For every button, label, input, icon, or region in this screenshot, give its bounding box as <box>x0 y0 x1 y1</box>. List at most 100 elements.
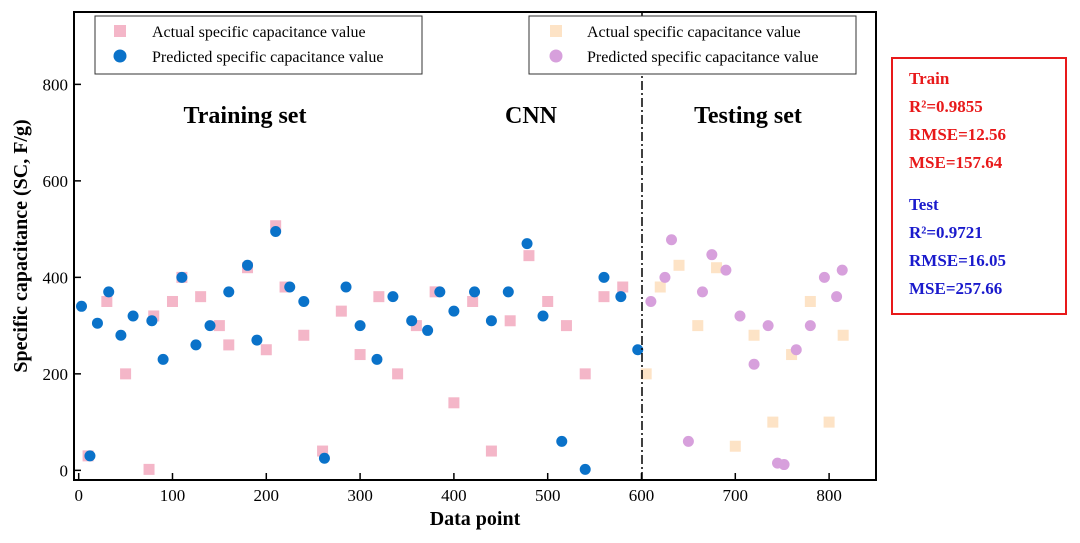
x-tick-label: 200 <box>254 486 280 505</box>
train-actual-point <box>260 344 272 356</box>
test-r2: R²=0.9721 <box>909 223 983 242</box>
train-predicted-point <box>103 286 115 298</box>
y-tick-label: 400 <box>43 268 69 287</box>
legend-train-predicted-label: Predicted specific capacitance value <box>152 49 383 66</box>
train-actual-point <box>223 339 235 351</box>
test-predicted-point <box>790 344 802 356</box>
test-predicted-point <box>706 249 718 261</box>
train-predicted-point <box>176 271 188 283</box>
train-predicted-point <box>632 344 644 356</box>
y-tick-label: 800 <box>43 75 69 94</box>
train-rmse: RMSE=12.56 <box>909 125 1007 144</box>
test-actual-point <box>711 262 723 274</box>
test-predicted-point <box>748 358 760 370</box>
train-actual-point <box>270 220 282 232</box>
test-predicted-point <box>836 264 848 276</box>
test-predicted-point <box>778 459 790 471</box>
test-predicted-point <box>818 271 830 283</box>
train-predicted-point <box>115 329 127 341</box>
train-actual-point <box>213 320 225 332</box>
train-actual-point <box>317 445 329 457</box>
plot-frame <box>73 11 877 481</box>
test-mse: MSE=257.66 <box>909 279 1003 298</box>
test-actual-point <box>654 281 666 293</box>
train-predicted-point <box>354 320 366 332</box>
train-actual-point <box>467 295 479 307</box>
train-predicted-point <box>251 334 263 346</box>
train-predicted-point <box>422 324 434 336</box>
x-tick-label: 400 <box>441 486 467 505</box>
train-r2: R²=0.9855 <box>909 97 983 116</box>
x-tick-label: 100 <box>160 486 186 505</box>
legend-train-actual-marker <box>114 25 126 37</box>
test-actual-point <box>748 329 760 341</box>
legend-train: Actual specific capacitance value Predic… <box>94 15 423 75</box>
test-predicted-point <box>804 320 816 332</box>
train-predicted-point <box>387 291 399 303</box>
train-predicted-point <box>146 315 158 327</box>
train-predicted-point <box>406 315 418 327</box>
train-actual-point <box>120 368 132 380</box>
annotation-cnn: CNN <box>505 103 558 129</box>
test-actual-point <box>804 295 816 307</box>
train-predicted-point <box>521 238 533 250</box>
test-predicted-point <box>734 310 746 322</box>
annotation-training-set: Training set <box>184 103 307 129</box>
legend-test: Actual specific capacitance value Predic… <box>528 15 857 75</box>
test-actual-point <box>767 416 779 428</box>
legend-test-predicted-label: Predicted specific capacitance value <box>587 49 818 66</box>
train-actual-point <box>485 445 497 457</box>
y-tick-label: 0 <box>60 461 69 480</box>
train-actual-point <box>392 368 404 380</box>
train-actual-point <box>143 463 155 475</box>
train-predicted-point <box>298 295 310 307</box>
legend-test-frame <box>528 15 857 75</box>
train-predicted-point <box>157 353 169 365</box>
train-predicted-point <box>340 281 352 293</box>
train-actual-point <box>542 295 554 307</box>
train-predicted-point <box>270 226 282 238</box>
train-mse: MSE=157.64 <box>909 153 1003 172</box>
y-tick-label: 200 <box>43 365 69 384</box>
legend-train-predicted-marker <box>113 49 127 63</box>
test-actual-point <box>786 349 798 361</box>
legend-train-frame <box>94 15 423 75</box>
x-tick-label: 300 <box>347 486 373 505</box>
train-actual-point <box>335 305 347 317</box>
x-tick-label: 700 <box>723 486 749 505</box>
y-axis-label: Specific capacitance (SC, F/g) <box>10 119 32 372</box>
legend-test-actual-label: Actual specific capacitance value <box>587 24 801 41</box>
test-actual-point <box>729 440 741 452</box>
test-rmse: RMSE=16.05 <box>909 251 1007 270</box>
legend-train-actual-label: Actual specific capacitance value <box>152 24 366 41</box>
test-actual-point <box>823 416 835 428</box>
train-actual-point <box>504 315 516 327</box>
train-predicted-point <box>91 317 103 329</box>
train-predicted-point <box>556 435 568 447</box>
train-actual-point <box>560 320 572 332</box>
chart-axes: 0 100 200 300 400 500 600 700 800 0 200 400 600 800 <box>43 75 842 505</box>
train-predicted-point <box>190 339 202 351</box>
annotation-testing-set: Testing set <box>694 103 802 129</box>
x-tick-label: 0 <box>74 486 83 505</box>
train-actual-point <box>523 250 535 262</box>
train-actual-point <box>354 349 366 361</box>
train-predicted-point <box>84 450 96 462</box>
train-actual-point <box>448 397 460 409</box>
train-actual-point <box>617 281 629 293</box>
train-actual-point <box>373 291 385 303</box>
scatter-chart: 0 100 200 300 400 500 600 700 800 0 200 400 600 800 T… <box>10 11 877 530</box>
train-actual-point <box>166 295 178 307</box>
legend-test-predicted-marker <box>549 49 563 63</box>
train-predicted-point <box>204 320 216 332</box>
x-tick-label: 800 <box>816 486 842 505</box>
train-predicted-point <box>448 305 460 317</box>
test-predicted-point <box>682 435 694 447</box>
train-predicted-point <box>485 315 497 327</box>
test-predicted-point <box>659 271 671 283</box>
test-actual-point <box>640 368 652 380</box>
train-actual-point <box>298 329 310 341</box>
train-actual-point <box>598 291 610 303</box>
test-title: Test <box>909 195 939 214</box>
test-predicted-point <box>666 234 678 246</box>
